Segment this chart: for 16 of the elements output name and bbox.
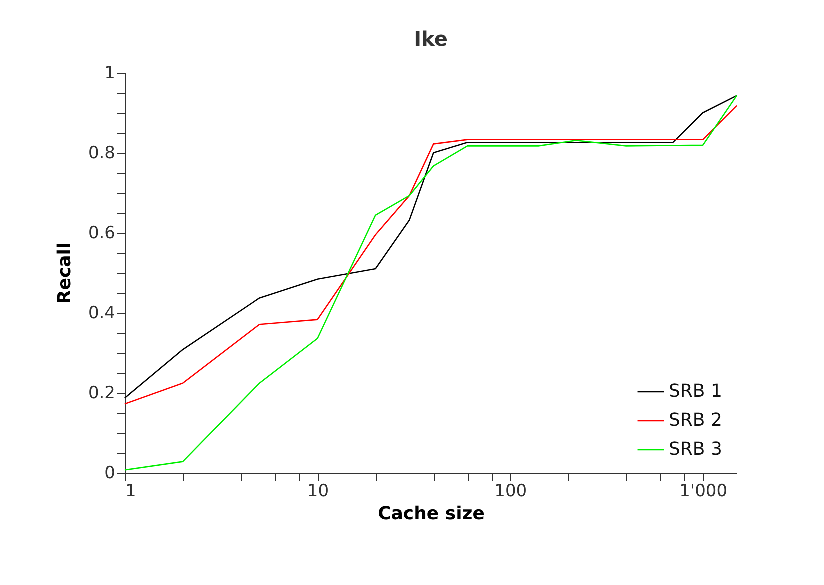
legend-label: SRB 1 — [669, 381, 722, 402]
x-axis-title: Cache size — [378, 504, 485, 524]
y-tick-label: 0.6 — [88, 224, 116, 244]
x-tick-label: 10 — [307, 482, 330, 502]
y-tick-label: 0.4 — [88, 304, 116, 324]
legend-label: SRB 2 — [669, 410, 722, 431]
x-tick-label: 100 — [494, 482, 528, 502]
legend-label: SRB 3 — [669, 439, 722, 460]
x-tick-label: 1 — [126, 482, 136, 502]
y-tick-label: 1 — [104, 64, 116, 84]
y-axis-title: Recall — [54, 242, 76, 304]
x-tick-label: 1'000 — [680, 482, 728, 502]
y-tick-label: 0.8 — [88, 144, 116, 164]
y-tick-label: 0.2 — [88, 384, 116, 404]
y-tick-label: 0 — [104, 464, 116, 484]
chart-title: Ike — [414, 27, 448, 51]
